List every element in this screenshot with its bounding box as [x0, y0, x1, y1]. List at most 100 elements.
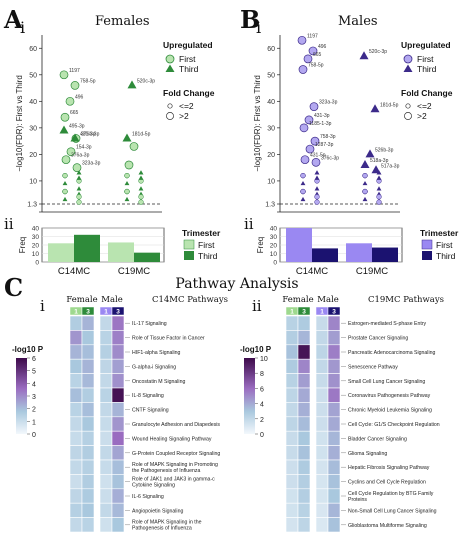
- data-point-first: [60, 112, 70, 122]
- point-label: 376c-3p: [321, 155, 339, 161]
- row-label: Cell Cycle: G1/S Checkpoint Regulation: [348, 422, 440, 428]
- heatmap-cell: [327, 315, 341, 331]
- legend-tick-label: 0: [260, 432, 264, 439]
- heatmap-cell: [99, 445, 113, 461]
- data-point-first: [76, 194, 82, 200]
- column-header: [327, 306, 341, 316]
- column-header: [81, 306, 95, 316]
- legend-tick-label: 6: [32, 356, 36, 363]
- point-label: 665: [70, 110, 79, 116]
- row-label: Role of Tissue Factor in Cancer: [132, 336, 205, 342]
- column-header-label: 3: [116, 309, 120, 316]
- point-label: 758-3p: [320, 134, 336, 140]
- data-point-third: [127, 80, 137, 89]
- y-tick-label: 50: [29, 72, 37, 79]
- point-label: 323a-3p: [82, 161, 101, 167]
- heatmap-cell: [327, 459, 341, 475]
- data-point-first: [297, 35, 307, 45]
- column-header-label: 1: [290, 309, 294, 316]
- heatmap-cell: [111, 387, 125, 403]
- heatmap-cell: [99, 459, 113, 475]
- data-point-third: [371, 165, 381, 174]
- heatmap-cell: [111, 330, 125, 346]
- heatmap-cell: [315, 373, 329, 389]
- heatmap-cell: [285, 488, 299, 504]
- heatmap-cell: [111, 358, 125, 374]
- heatmap-cell: [285, 459, 299, 475]
- row-label: Estrogen-mediated S-phase Entry: [348, 321, 427, 327]
- heatmap-cell: [315, 502, 329, 518]
- point-label: 431-3p: [80, 131, 96, 137]
- point-label: 1197: [307, 33, 318, 39]
- heatmap-cell: [315, 416, 329, 432]
- data-point-first: [124, 172, 130, 179]
- data-point-first: [76, 199, 82, 205]
- y-axis-label: −log10(FDR): First vs Third: [15, 75, 24, 172]
- y-tick-label: 20: [267, 152, 275, 159]
- heatmap-cell: [297, 402, 311, 418]
- row-label: Role of JAK1 and JAK3 in gamma-c: [132, 476, 215, 482]
- point-label: 1185-1-3p: [309, 121, 332, 127]
- heatmap-cell: [327, 373, 341, 389]
- data-point-first: [72, 163, 82, 173]
- data-point-third: [138, 175, 144, 180]
- panel-b-sub: i: [256, 18, 261, 37]
- bar-first: [48, 243, 74, 262]
- point-label: 520c-3p: [137, 78, 155, 84]
- data-point-first: [300, 172, 306, 179]
- group-label-female: Female: [282, 295, 313, 305]
- row-label: Prostate Cancer Signaling: [348, 336, 408, 342]
- legend-trimester-third-swatch: [184, 251, 194, 260]
- point-label: 758-5p: [308, 62, 324, 68]
- heatmap-cell: [327, 416, 341, 432]
- heatmap-cell: [111, 517, 125, 533]
- heatmap-c14mc: Female Male 1 3 1 3 IL-17 Signaling Role of Tis…: [12, 295, 228, 533]
- heatmap-cell: [297, 430, 311, 446]
- panel-b-sub2: ii: [244, 215, 254, 233]
- heatmap-cell: [297, 445, 311, 461]
- data-point-third: [376, 186, 382, 191]
- heatmap-cell: [285, 330, 299, 346]
- legend-foldchange-title: Fold Change: [401, 88, 453, 98]
- heatmap-cell: [297, 502, 311, 518]
- y-tick-label: 20: [29, 152, 37, 159]
- legend-upregulated-title: Upregulated: [401, 40, 451, 50]
- heatmap-cell: [99, 315, 113, 331]
- panel-a-sub: i: [20, 18, 25, 37]
- row-label: G-alpha-i Signaling: [132, 364, 176, 370]
- column-header-label: 1: [320, 309, 324, 316]
- data-point-third: [300, 196, 306, 202]
- legend-trimester-third-swatch: [422, 251, 432, 260]
- row-label: Small Cell Lung Cancer Signaling: [348, 379, 425, 385]
- heatmap-cell: [81, 315, 95, 331]
- heatmap-cell: [81, 373, 95, 389]
- point-label: 431-5p: [310, 153, 326, 159]
- y-tick-label: 10: [267, 178, 275, 185]
- panel-a-sub2: ii: [4, 215, 14, 233]
- panel-a-title: Females: [95, 14, 150, 29]
- heatmap-cell: [69, 474, 83, 490]
- data-point-third: [76, 186, 82, 191]
- heatmap-cell: [99, 517, 113, 533]
- row-label: Hepatic Fibrosis Signaling Pathway: [348, 465, 430, 471]
- data-point-first: [304, 115, 314, 125]
- legend-trimester-females: Trimester First Third: [182, 228, 221, 261]
- heatmap-cell: [297, 517, 311, 533]
- heatmap-cell: [297, 315, 311, 331]
- data-point-first: [61, 155, 71, 165]
- heatmap-cell: [315, 344, 329, 360]
- data-point-first: [362, 188, 368, 195]
- heatmap-cell: [285, 517, 299, 533]
- data-point-third: [76, 170, 82, 175]
- heatmap-cell: [69, 459, 83, 475]
- heatmap-cell: [327, 502, 341, 518]
- heatmap-cell: [81, 330, 95, 346]
- heatmap-c19mc: Female Male 1 3 1 3 Estrogen-mediated S-phase …: [240, 295, 444, 533]
- row-label-cont: Proteins: [348, 497, 367, 503]
- bar-third: [134, 252, 160, 262]
- data-point-first: [62, 188, 68, 195]
- group-label-female: Female: [66, 295, 97, 305]
- heatmap-cell: [111, 373, 125, 389]
